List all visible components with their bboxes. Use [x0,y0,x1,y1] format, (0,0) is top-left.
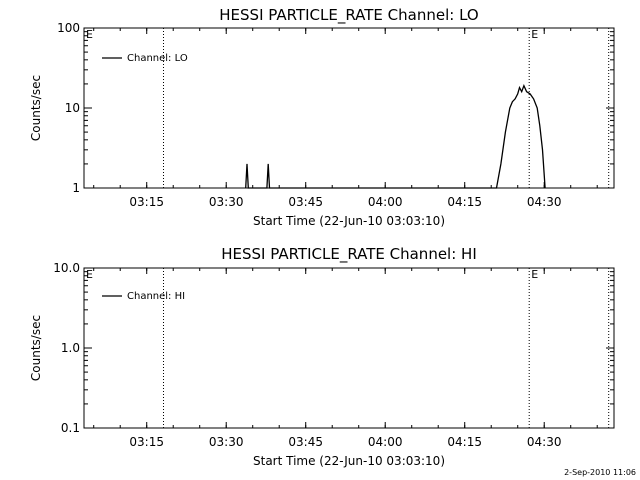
legend-label: Channel: HI [127,291,185,302]
y-tick-label: 10 [65,101,80,115]
event-label: E [86,268,93,281]
y-tick-label: 100 [57,21,80,35]
x-tick-label: 04:30 [527,435,562,449]
x-tick-label: 04:00 [368,435,403,449]
y-tick-label: 1 [72,181,80,195]
x-tick-label: 03:45 [288,435,323,449]
x-tick-label: 03:45 [288,195,323,209]
event-label: E [86,28,93,41]
x-tick-label: 04:15 [447,435,482,449]
chart-title: HESSI PARTICLE_RATE Channel: LO [219,6,478,25]
chart-title: HESSI PARTICLE_RATE Channel: HI [221,245,477,264]
event-label: E [531,28,538,41]
y-tick-label: 10.0 [53,261,80,275]
x-tick-label: 03:15 [129,435,164,449]
y-tick-label: 0.1 [61,421,80,435]
event-label: E [531,268,538,281]
chart-panel-1: HESSI PARTICLE_RATE Channel: LO 03:15 03:3… [29,6,615,228]
date-stamp: 2-Sep-2010 11:06 [564,468,636,477]
y-axis-label: Counts/sec [29,75,43,141]
x-tick-label: 04:30 [527,195,562,209]
x-tick-label: 04:00 [368,195,403,209]
y-tick-label: 1.0 [61,341,80,355]
series-line [245,83,546,189]
chart-panel-2: HESSI PARTICLE_RATE Channel: HI 03:15 03:3… [29,245,615,468]
x-tick-label: 03:30 [209,195,244,209]
x-tick-label: 03:30 [209,435,244,449]
x-axis-label: Start Time (22-Jun-10 03:03:10) [253,214,445,228]
legend-label: Channel: LO [127,53,188,64]
y-axis-label: Counts/sec [29,315,43,381]
x-tick-label: 03:15 [129,195,164,209]
x-axis-label: Start Time (22-Jun-10 03:03:10) [253,454,445,468]
x-tick-label: 04:15 [447,195,482,209]
